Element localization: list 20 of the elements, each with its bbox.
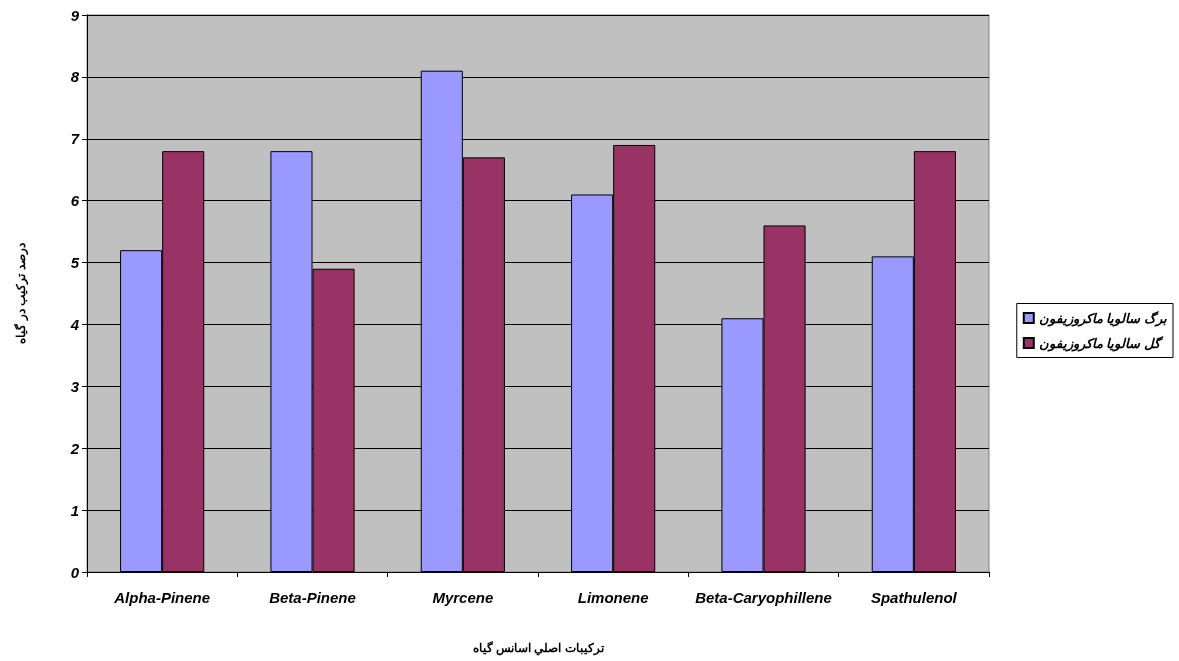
y-tick-label: 1 [70,501,79,519]
legend-label: گل سالویا ماکروزیفون [1038,334,1164,352]
x-axis-title: ترکیبات اصلي اسانس گياه [472,640,605,656]
x-tick-label: Myrcene [432,589,494,606]
y-tick-label: 9 [70,6,80,24]
x-tick-label: Beta-Caryophillene [695,589,832,606]
y-tick-label: 8 [70,68,80,86]
y-tick-label: 3 [70,377,80,395]
y-tick-label: 7 [70,130,80,148]
y-tick-label: 6 [70,192,80,210]
y-tick-label: 0 [70,563,80,581]
y-tick-label: 2 [69,439,80,457]
x-tick-label: Spathulenol [870,589,958,606]
y-tick-label: 5 [70,254,80,272]
x-tick-label: Limonene [577,589,649,606]
x-tick-label: Beta-Pinene [269,589,356,606]
y-axis-title: درصد ترکیب در گیاه [13,243,29,344]
legend-label: برگ سالویا ماکروزیفون [1038,309,1168,327]
y-tick-label: 4 [69,315,80,333]
x-tick-label: Alpha-Pinene [113,589,211,606]
